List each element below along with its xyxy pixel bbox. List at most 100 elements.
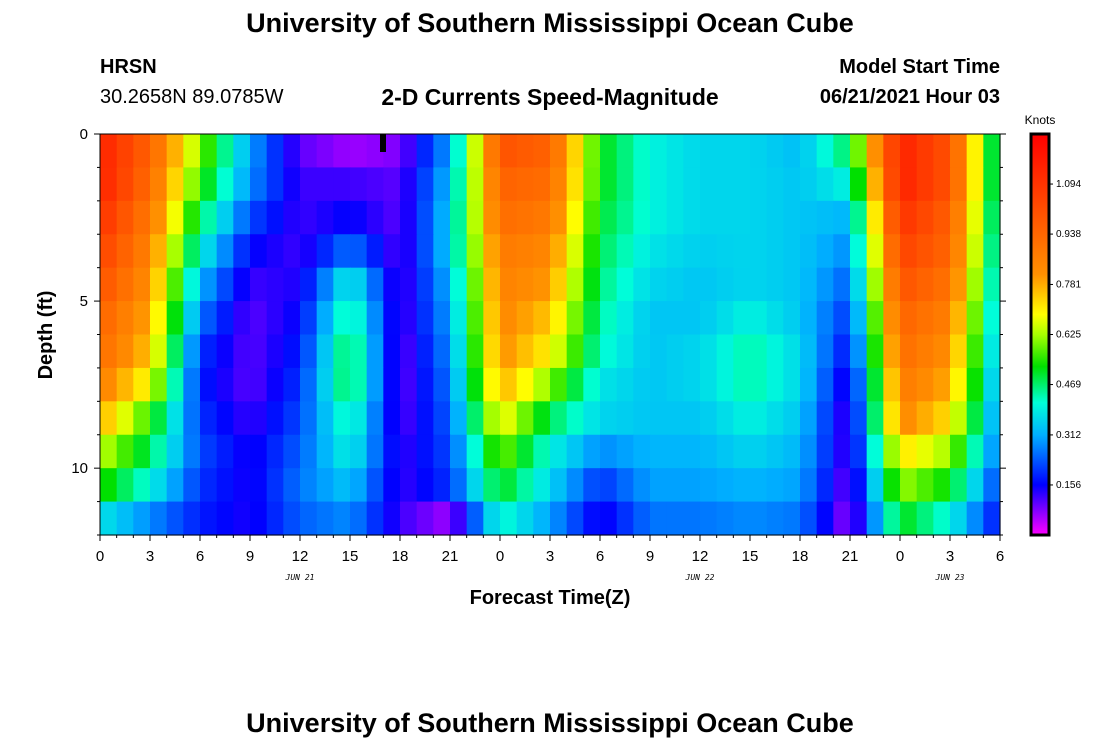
heatmap-cell bbox=[683, 167, 701, 202]
heatmap-cell bbox=[350, 234, 368, 269]
heatmap-cell bbox=[116, 468, 134, 503]
heatmap-cell bbox=[333, 267, 351, 302]
heatmap-cell bbox=[283, 167, 301, 202]
heatmap-cell bbox=[583, 334, 601, 369]
heatmap-cell bbox=[916, 468, 934, 503]
heatmap-cell bbox=[600, 501, 618, 536]
heatmap-cell bbox=[250, 134, 268, 169]
heatmap-cell bbox=[166, 501, 184, 536]
heatmap-cell bbox=[316, 167, 334, 202]
heatmap-cell bbox=[833, 167, 851, 202]
heatmap-cell bbox=[166, 167, 184, 202]
heatmap-cell bbox=[333, 501, 351, 536]
heatmap-cell bbox=[483, 401, 501, 436]
heatmap-cell bbox=[516, 134, 534, 169]
heatmap-cell bbox=[250, 334, 268, 369]
heatmap-cell bbox=[533, 401, 551, 436]
heatmap-cell bbox=[666, 200, 684, 235]
date-label: JUN 21 bbox=[285, 573, 315, 582]
heatmap-cell bbox=[750, 200, 768, 235]
heatmap-cell bbox=[250, 501, 268, 536]
heatmap-cell bbox=[600, 468, 618, 503]
heatmap-cell bbox=[433, 167, 451, 202]
heatmap-cell bbox=[666, 468, 684, 503]
heatmap-cell bbox=[483, 434, 501, 469]
x-axis-label: Forecast Time(Z) bbox=[470, 587, 631, 609]
heatmap-cell bbox=[516, 167, 534, 202]
heatmap-cell bbox=[233, 367, 251, 402]
heatmap-cell bbox=[716, 334, 734, 369]
heatmap-cell bbox=[650, 334, 668, 369]
heatmap-cell bbox=[850, 134, 868, 169]
heatmap-cell bbox=[983, 501, 1001, 536]
heatmap-cell bbox=[583, 234, 601, 269]
date-label: JUN 23 bbox=[935, 573, 965, 582]
heatmap-cell bbox=[933, 468, 951, 503]
heatmap-cell bbox=[550, 267, 568, 302]
heatmap-cell bbox=[383, 267, 401, 302]
model-start-label: Model Start Time bbox=[839, 56, 1000, 78]
heatmap-cell bbox=[566, 401, 584, 436]
heatmap-cell bbox=[716, 301, 734, 336]
heatmap-cell bbox=[516, 234, 534, 269]
heatmap-cell bbox=[500, 334, 518, 369]
heatmap-cell bbox=[283, 367, 301, 402]
heatmap-cell bbox=[916, 367, 934, 402]
heatmap-cell bbox=[433, 401, 451, 436]
heatmap-cell bbox=[183, 434, 201, 469]
heatmap-cell bbox=[766, 134, 784, 169]
heatmap-cell bbox=[366, 434, 384, 469]
heatmap-cell bbox=[633, 434, 651, 469]
heatmap-cell bbox=[600, 267, 618, 302]
heatmap-cell bbox=[966, 301, 984, 336]
heatmap-cell bbox=[816, 267, 834, 302]
heatmap-cell bbox=[833, 267, 851, 302]
heatmap-cell bbox=[350, 468, 368, 503]
heatmap-cell bbox=[250, 434, 268, 469]
heatmap-cell bbox=[816, 334, 834, 369]
heatmap-cell bbox=[950, 167, 968, 202]
heatmap-cell bbox=[616, 434, 634, 469]
heatmap-cell bbox=[416, 134, 434, 169]
x-axis: 0 3 6 9 12 15 18 21 0 3 6 9 12 15 18 21 0 3 6 bbox=[96, 535, 1004, 565]
heatmap-cell bbox=[833, 301, 851, 336]
heatmap-cell bbox=[150, 468, 168, 503]
heatmap-cell bbox=[450, 267, 468, 302]
colorbar-tick-label: 0.469 bbox=[1056, 380, 1081, 391]
heatmap-cell bbox=[133, 434, 151, 469]
heatmap-cell bbox=[400, 200, 418, 235]
heatmap-cell bbox=[900, 301, 918, 336]
heatmap-cell bbox=[466, 468, 484, 503]
heatmap-cell bbox=[700, 301, 718, 336]
heatmap-cell bbox=[500, 134, 518, 169]
heatmap-cell bbox=[333, 301, 351, 336]
heatmap-cell bbox=[983, 468, 1001, 503]
heatmap-cell bbox=[233, 401, 251, 436]
heatmap-cell bbox=[483, 301, 501, 336]
x-tick-label: 0 bbox=[496, 548, 504, 565]
heatmap-cell bbox=[366, 501, 384, 536]
y-axis: 0 5 10 bbox=[71, 126, 1006, 536]
heatmap-cell bbox=[516, 267, 534, 302]
heatmap-cell bbox=[933, 434, 951, 469]
heatmap-cell bbox=[116, 301, 134, 336]
heatmap-cell bbox=[550, 234, 568, 269]
heatmap-cell bbox=[216, 468, 234, 503]
heatmap-cell bbox=[550, 367, 568, 402]
heatmap-cell bbox=[833, 468, 851, 503]
heatmap-cell bbox=[733, 167, 751, 202]
heatmap-cell bbox=[400, 334, 418, 369]
heatmap-cell bbox=[816, 301, 834, 336]
heatmap-cell bbox=[900, 234, 918, 269]
x-tick-label: 0 bbox=[896, 548, 904, 565]
heatmap-cell bbox=[600, 401, 618, 436]
heatmap-cell bbox=[716, 234, 734, 269]
heatmap-cell bbox=[200, 367, 218, 402]
heatmap-cell bbox=[216, 234, 234, 269]
heatmap-cell bbox=[283, 134, 301, 169]
heatmap-cell bbox=[366, 167, 384, 202]
heatmap-cell bbox=[466, 401, 484, 436]
heatmap-cell bbox=[950, 334, 968, 369]
heatmap-cells bbox=[100, 134, 1001, 536]
heatmap-cell bbox=[900, 134, 918, 169]
